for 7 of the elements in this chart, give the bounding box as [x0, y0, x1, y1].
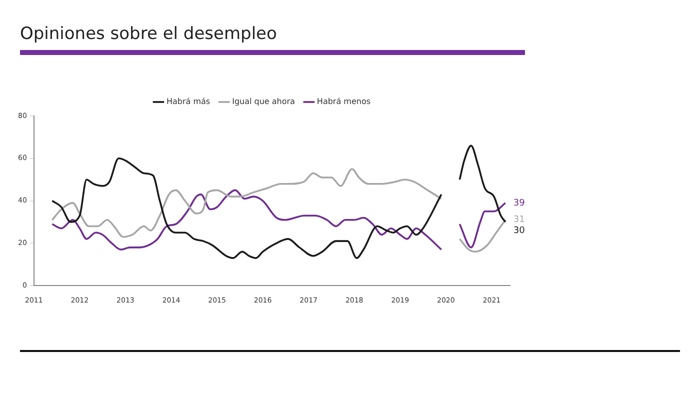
data-label: 31	[513, 215, 525, 226]
legend-label: Habrá menos	[316, 97, 371, 106]
data-label: 30	[513, 226, 526, 236]
data-label: 39	[513, 198, 526, 208]
legend-label: Habrá más	[166, 97, 210, 106]
chart-title: Opiniones sobre el desempleo	[20, 24, 277, 44]
legend-label: Igual que ahora	[232, 97, 296, 106]
